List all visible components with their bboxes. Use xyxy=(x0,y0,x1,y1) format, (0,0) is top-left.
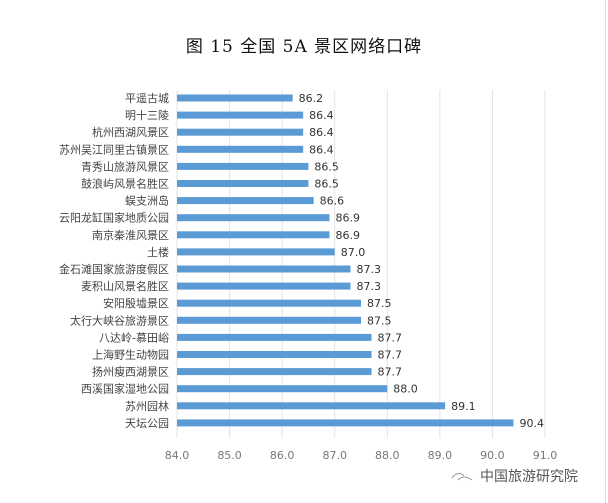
category-label: 金石滩国家旅游度假区 xyxy=(59,262,169,276)
data-label: 87.7 xyxy=(378,366,403,379)
bar xyxy=(177,316,361,324)
category-label: 鼓浪屿风景名胜区 xyxy=(81,177,169,191)
data-label: 86.4 xyxy=(309,143,334,156)
category-label: 上海野生动物园 xyxy=(92,348,169,362)
bar xyxy=(177,111,304,119)
category-label: 苏州园林 xyxy=(125,399,169,413)
data-label: 86.6 xyxy=(320,195,345,208)
x-tick-label: 84.0 xyxy=(165,449,190,462)
category-label: 云阳龙缸国家地质公园 xyxy=(59,211,169,225)
x-tick-label: 85.0 xyxy=(217,449,242,462)
bar xyxy=(177,162,309,170)
data-label: 88.0 xyxy=(393,383,418,396)
data-label: 89.1 xyxy=(451,400,476,413)
wechat-icon xyxy=(451,472,473,481)
category-label: 南京秦淮风景区 xyxy=(92,228,169,242)
x-tick-label: 88.0 xyxy=(375,449,400,462)
data-label: 90.4 xyxy=(519,417,544,430)
watermark: 中国旅游研究院 xyxy=(450,466,578,486)
category-label: 安阳殷墟景区 xyxy=(103,296,169,310)
x-tick-label: 89.0 xyxy=(428,449,453,462)
data-label: 87.3 xyxy=(356,263,381,276)
data-label: 86.4 xyxy=(309,126,334,139)
bar xyxy=(177,282,351,290)
category-label: 杭州西湖风景区 xyxy=(92,125,169,139)
bar xyxy=(177,265,351,273)
data-label: 86.9 xyxy=(335,229,360,242)
category-label: 土楼 xyxy=(147,245,169,259)
bar xyxy=(177,197,314,205)
category-label: 太行大峡谷旅游景区 xyxy=(70,313,169,327)
data-label: 86.9 xyxy=(335,212,360,225)
category-label: 麦积山风景名胜区 xyxy=(81,279,169,293)
data-label: 86.4 xyxy=(309,109,334,122)
watermark-text: 中国旅游研究院 xyxy=(480,469,578,485)
right-border xyxy=(605,0,606,503)
category-label: 扬州瘦西湖景区 xyxy=(92,365,169,379)
data-label: 87.5 xyxy=(367,297,392,310)
data-label: 87.7 xyxy=(378,349,403,362)
category-label: 青秀山旅游风景区 xyxy=(81,159,169,173)
bar xyxy=(177,248,335,256)
data-label: 87.5 xyxy=(367,314,392,327)
bar xyxy=(177,385,388,393)
x-tick-label: 87.0 xyxy=(322,449,347,462)
bar xyxy=(177,419,514,427)
category-label: 天坛公园 xyxy=(125,417,169,430)
x-tick-label: 90.0 xyxy=(480,449,505,462)
data-label: 86.5 xyxy=(314,160,339,173)
category-label: 西溪国家湿地公园 xyxy=(81,382,169,396)
bar xyxy=(177,299,361,307)
bar xyxy=(177,333,372,341)
category-label: 平遥古城 xyxy=(125,92,169,105)
data-label: 86.5 xyxy=(314,178,339,191)
bar xyxy=(177,128,304,136)
x-tick-label: 91.0 xyxy=(533,449,558,462)
x-tick-label: 86.0 xyxy=(270,449,295,462)
data-label: 86.2 xyxy=(299,92,324,105)
bar xyxy=(177,351,372,358)
category-label: 苏州吴江同里古镇景区 xyxy=(59,142,169,156)
category-label: 蜈支洲岛 xyxy=(125,194,169,208)
data-label: 87.7 xyxy=(378,331,403,344)
bar xyxy=(177,180,309,187)
bar xyxy=(177,368,372,376)
bar xyxy=(177,214,330,222)
bar xyxy=(177,145,304,153)
bar xyxy=(177,231,330,239)
bar xyxy=(177,402,446,410)
category-label: 明十三陵 xyxy=(125,108,169,122)
category-label: 八达岭-慕田峪 xyxy=(99,330,169,344)
bar xyxy=(177,94,293,102)
chart-title: 图 15 全国 5A 景区网络口碑 xyxy=(185,37,423,57)
data-label: 87.3 xyxy=(356,280,381,293)
data-label: 87.0 xyxy=(341,246,366,259)
